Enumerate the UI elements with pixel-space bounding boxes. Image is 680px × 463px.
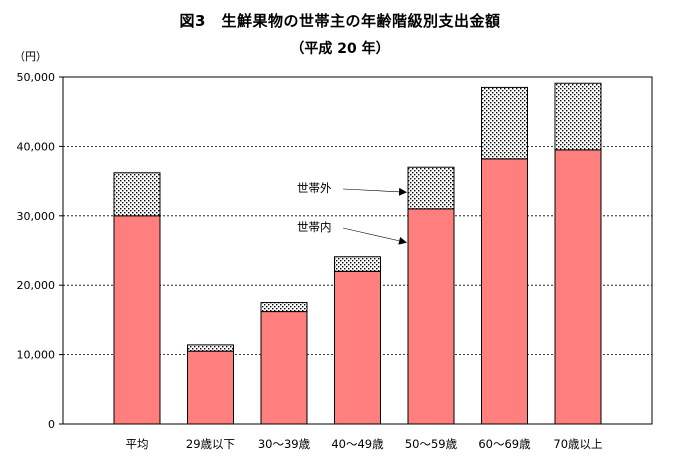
plot-frame [62,76,653,425]
bar-segment-outside [334,256,381,272]
y-tick-label: 10,000 [17,349,56,362]
bar-segment-inside [260,311,308,425]
annotation-arrow-outside [342,187,407,196]
annotation-arrow-inside [342,227,407,245]
chart-subtitle: （平成 20 年） [290,41,390,57]
bar-segment-outside [481,86,528,160]
bars-group [113,82,602,425]
chart-title: 図3 生鮮果物の世帯主の年齢階級別支出金額 [179,12,501,30]
bar-segment-inside [113,215,161,425]
x-tick-label: 29歳以下 [186,437,235,451]
bar-segment-inside [554,149,602,425]
y-tick-label: 20,000 [17,279,56,292]
y-tick-label: 30,000 [17,210,56,223]
annotation-label-inside: 世帯内 [297,220,332,234]
bar-segment-outside [407,166,455,210]
bar-segment-inside [334,270,381,425]
y-tick-label: 50,000 [17,71,56,84]
x-tick-label: 60～69歳 [478,437,531,451]
annotation-label-outside: 世帯外 [297,181,332,195]
bar-segment-inside [481,158,528,425]
x-tick-label: 平均 [126,437,149,451]
x-tick-label: 30～39歳 [258,437,311,451]
y-tick-label: 0 [48,418,55,431]
x-tick-label: 40～49歳 [331,437,384,451]
bar-segment-outside [113,172,161,217]
labels-group: 0 10,000 20,000 30,000 40,000 50,000 平均 29歳以下 30… [17,71,603,451]
axes-group [59,76,653,425]
bar-segment-outside [187,344,234,352]
bar-segment-outside [260,302,308,313]
bar-segment-outside [554,82,602,151]
bar-segment-inside [407,208,455,425]
x-tick-label: 70歳以上 [553,437,602,451]
y-tick-label: 40,000 [17,140,56,153]
y-axis-unit-label: （円） [14,50,47,63]
x-tick-label: 50～59歳 [405,437,458,451]
bar-segment-inside [187,350,234,425]
